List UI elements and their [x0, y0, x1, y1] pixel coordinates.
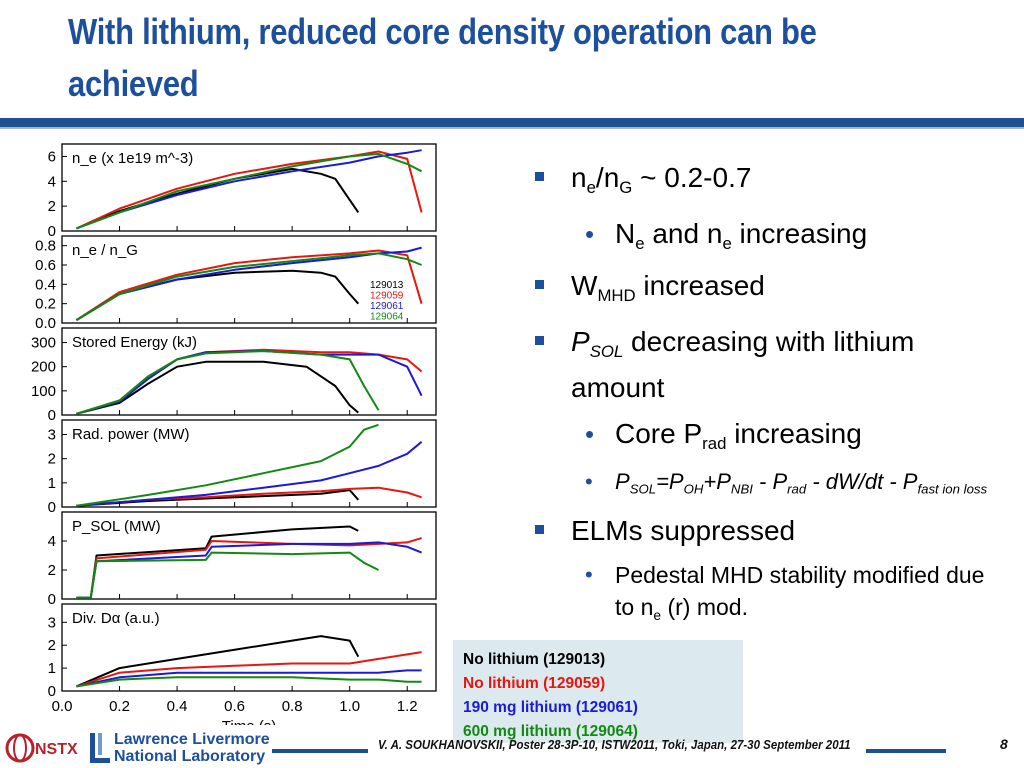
series-line-129013	[76, 360, 359, 415]
y-tick-label: 0.0	[35, 315, 56, 332]
series-line-129061	[76, 149, 422, 230]
inline-shot-label-129061: 129061	[370, 301, 404, 312]
x-tick-label: 1.0	[339, 698, 360, 715]
bullet-list: ne/nG ~ 0.2-0.7 • Ne and ne increasing W…	[533, 160, 1003, 636]
inline-shot-label-129064: 129064	[370, 312, 404, 323]
y-tick-label: 0	[48, 407, 56, 424]
y-tick-label: 0.6	[35, 257, 56, 274]
footer-rule-left	[272, 749, 368, 753]
y-tick-label: 100	[31, 383, 56, 400]
title-divider	[0, 118, 1024, 127]
panel-label: Div. Dα (a.u.)	[72, 610, 160, 627]
y-tick-label: 1	[48, 660, 56, 677]
y-tick-label: 0.4	[35, 276, 56, 293]
legend-entry-129013: No lithium (129013)	[463, 651, 606, 668]
legend-entry-129061: 190 mg lithium (129061)	[463, 699, 638, 716]
bullet-elms: ELMs suppressed	[533, 513, 1003, 549]
bullet-wmhd: WMHD increased	[533, 268, 1003, 314]
title-divider-shadow	[0, 127, 1024, 129]
y-tick-label: 0.2	[35, 296, 56, 313]
panel-label: Rad. power (MW)	[72, 426, 190, 443]
series-line-129061	[76, 441, 423, 507]
footer-citation: V. A. SOUKHANOVSKII, Poster 28-3P-10, IS…	[378, 738, 851, 752]
y-tick-label: 3	[48, 427, 56, 444]
series-line-129059	[76, 651, 422, 688]
x-tick-label: 1.2	[397, 698, 418, 715]
page-title: With lithium, reduced core density opera…	[68, 11, 817, 104]
dot-bullet-icon: •	[585, 561, 593, 587]
panel-label: n_e / n_G	[72, 242, 138, 259]
y-tick-label: 1	[48, 475, 56, 492]
y-tick-label: 2	[48, 562, 56, 579]
x-axis-label: Time (s)	[222, 718, 276, 725]
dot-bullet-icon: •	[585, 418, 595, 449]
dot-bullet-icon: •	[585, 469, 593, 495]
series-line-129013	[76, 635, 360, 688]
footer-rule-right	[866, 749, 946, 753]
square-bullet-icon	[535, 524, 544, 534]
x-tick-label: 0.8	[282, 698, 303, 715]
series-line-129064	[76, 350, 380, 415]
square-bullet-icon	[535, 172, 544, 181]
nstx-logo-icon: NSTX	[5, 733, 78, 763]
series-line-129064	[76, 676, 422, 688]
shot-legend: No lithium (129013) No lithium (129059) …	[453, 640, 743, 743]
bullet-core-prad: • Core Prad increasing	[585, 417, 862, 453]
y-tick-label: 0	[48, 499, 56, 516]
panel-label: Stored Energy (kJ)	[72, 334, 197, 351]
y-tick-label: 0	[48, 223, 56, 240]
series-line-129013	[76, 489, 360, 507]
square-bullet-icon	[535, 335, 544, 345]
page-number: 8	[1000, 736, 1008, 752]
y-tick-label: 6	[48, 148, 56, 165]
y-tick-label: 2	[48, 198, 56, 215]
legend-entry-129059: No lithium (129059)	[463, 675, 606, 692]
series-line-129059	[75, 150, 423, 230]
series-line-129064	[76, 423, 379, 507]
inline-shot-label-129059: 129059	[370, 291, 404, 302]
dot-bullet-icon: •	[585, 218, 595, 249]
llnl-line2: National Laboratory	[114, 748, 266, 765]
series-line-129064	[76, 551, 379, 599]
nstx-logo-text: NSTX	[35, 741, 78, 758]
panel-label: n_e (x 1e19 m^-3)	[72, 150, 193, 167]
series-line-129064	[76, 152, 423, 230]
panel-1-frame	[61, 143, 437, 232]
llnl-mark-icon	[90, 733, 110, 763]
x-tick-label: 0.4	[167, 698, 188, 715]
panel-label: P_SOL (MW)	[72, 518, 161, 535]
series-line-129059	[75, 249, 423, 321]
y-tick-label: 0	[48, 591, 56, 608]
bullet-psol-formula: • PSOL=POH+PNBI - Prad - dW/dt - Pfast i…	[585, 469, 988, 497]
series-line-129064	[75, 252, 422, 321]
x-tick-label: 0.6	[224, 698, 245, 715]
y-tick-label: 4	[48, 533, 56, 550]
inline-shot-label-129013: 129013	[370, 280, 404, 291]
series-line-129061	[76, 669, 422, 688]
y-tick-label: 300	[31, 335, 56, 352]
bullet-psol: PSOL decreasing with lithium amount	[533, 324, 1003, 406]
bullet-pedestal: • Pedestal MHD stability modified due to…	[533, 559, 1003, 632]
y-tick-label: 3	[48, 614, 56, 631]
y-tick-label: 4	[48, 173, 56, 190]
llnl-line1: Lawrence Livermore	[114, 731, 270, 748]
bullet-ne-increasing: • Ne and ne increasing	[585, 217, 868, 253]
y-tick-label: 2	[48, 451, 56, 468]
panel-4-frame	[61, 419, 437, 508]
y-tick-label: 2	[48, 637, 56, 654]
y-tick-label: 200	[31, 359, 56, 376]
y-tick-label: 0.8	[35, 238, 56, 255]
legend-entry-129064: 600 mg lithium (129064)	[463, 723, 638, 740]
x-tick-label: 0.2	[109, 698, 130, 715]
square-bullet-icon	[535, 279, 544, 289]
stacked-time-traces: 0 2 4 6 n_e (x 1e19 m^-3) 0.0 0.2 0.4 0.6 0.8 n_e …	[31, 143, 437, 725]
x-tick-label: 0.0	[52, 698, 73, 715]
y-tick-label: 0	[48, 683, 56, 700]
bullet-ne-ratio: ne/nG ~ 0.2-0.7	[533, 160, 1003, 206]
